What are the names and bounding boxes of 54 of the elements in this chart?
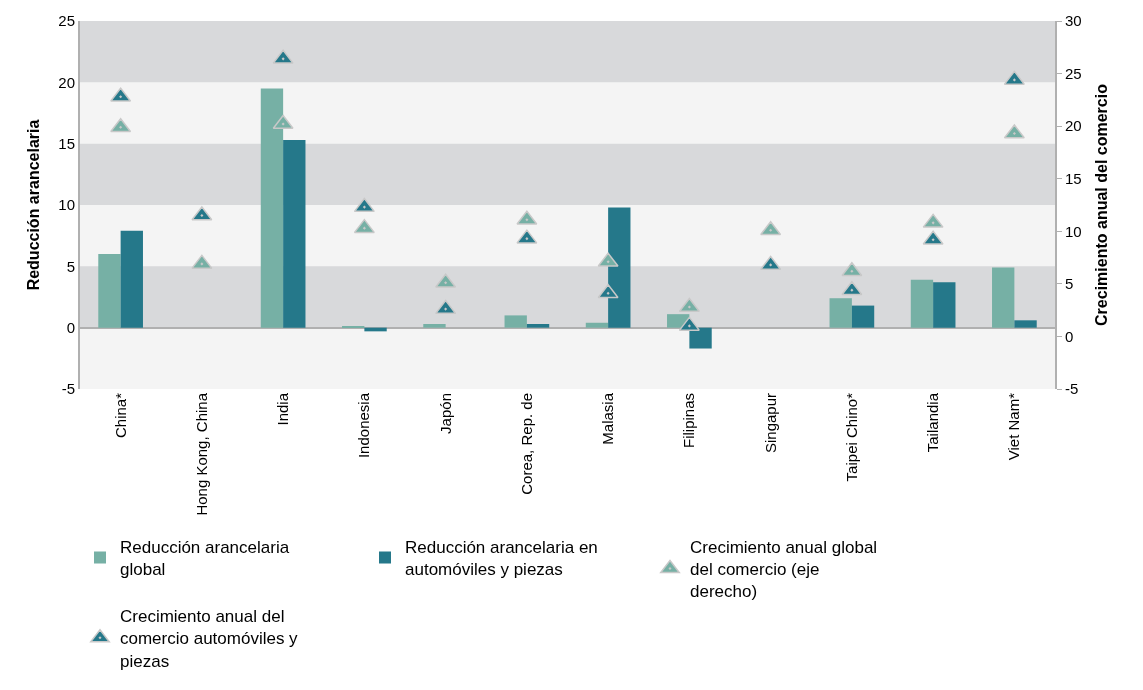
x-tick-label: Malasia (599, 392, 617, 445)
y2-tick-label: -5 (1065, 380, 1079, 398)
x-tick-label: Taipei Chino* (842, 392, 860, 482)
bar (504, 315, 527, 328)
x-tick-label: Tailandia (924, 392, 942, 453)
y-tick-label: -5 (61, 380, 75, 398)
y-tick-label: 20 (58, 73, 75, 91)
point (353, 197, 375, 213)
legend-label: Reducción arancelaria en automóviles y piezas (405, 538, 598, 580)
bar (933, 282, 956, 328)
y2-axis-title: Crecimiento anual del comercio (1092, 83, 1110, 326)
legend-label: Crecimiento anual del comercio automóviles y piezas (120, 607, 299, 671)
y2-tick-label: 25 (1065, 64, 1082, 82)
bar (910, 279, 934, 328)
point (110, 117, 132, 133)
x-tick-label: Viet Nam* (1005, 392, 1023, 461)
y-tick-label: 0 (66, 318, 75, 336)
y2-tick-label: 30 (1065, 12, 1082, 30)
y2-tick-label: 20 (1065, 117, 1082, 135)
bar (526, 323, 550, 328)
x-tick-label: India (274, 392, 292, 426)
bar (1014, 320, 1037, 328)
y2-tick-label: 0 (1065, 327, 1074, 345)
x-tick-label: Hong Kong, China (192, 392, 210, 516)
bar (829, 298, 852, 328)
y-tick-label: 10 (58, 196, 75, 214)
bar (851, 305, 875, 328)
bar (992, 267, 1015, 328)
x-tick-label: Corea, Rep. de (517, 393, 535, 495)
bar (585, 322, 609, 328)
point (353, 218, 375, 234)
legend-label: Reducción arancelaria global (120, 538, 290, 580)
x-tick-label: Singapur (761, 393, 779, 454)
point (272, 114, 294, 130)
legend-label: Crecimiento anual global del comercio (eje derecho) (690, 538, 878, 602)
x-tick-label: China* (111, 392, 129, 439)
y-tick-label: 15 (58, 134, 75, 152)
y-axis-title: Reducción arancelaria (24, 119, 42, 291)
point (841, 280, 863, 296)
bar (120, 230, 143, 328)
y2-tick-label: 5 (1065, 275, 1074, 293)
point (435, 299, 457, 315)
x-tick-label: Indonesia (355, 392, 373, 459)
x-tick-label: Japón (436, 393, 454, 434)
bar (98, 254, 121, 328)
x-tick-label: Filipinas (680, 393, 698, 449)
y-tick-label: 25 (58, 12, 75, 30)
point (760, 220, 782, 236)
point (841, 261, 863, 277)
y2-tick-label: 15 (1065, 169, 1082, 187)
y2-tick-label: 10 (1065, 222, 1082, 240)
y-tick-label: 5 (66, 257, 75, 275)
bar (423, 323, 446, 328)
bar (283, 139, 306, 328)
